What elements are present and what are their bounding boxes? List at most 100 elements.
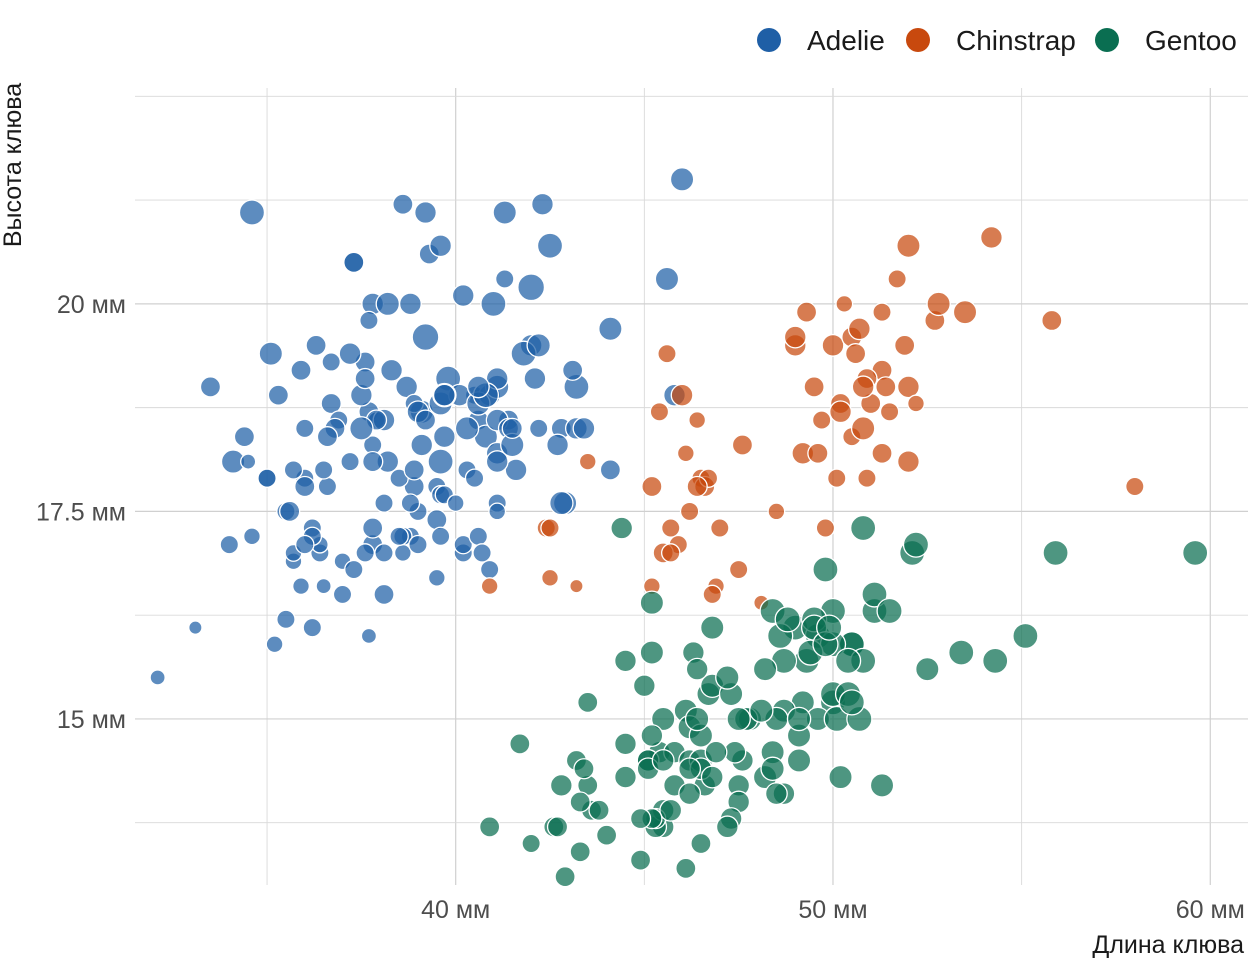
data-point <box>398 292 422 316</box>
data-point <box>815 518 836 538</box>
data-point <box>686 475 708 498</box>
data-point <box>414 409 437 431</box>
data-point <box>669 167 695 192</box>
data-point <box>835 294 854 313</box>
data-point <box>578 452 597 471</box>
data-point <box>267 384 290 406</box>
data-point <box>541 568 559 587</box>
data-point <box>731 434 754 456</box>
legend-label-chinstrap: Chinstrap <box>956 25 1076 56</box>
data-point <box>549 490 574 516</box>
data-point <box>283 460 304 480</box>
data-point <box>1041 309 1063 332</box>
data-point <box>649 402 670 422</box>
data-point <box>726 706 751 732</box>
data-point <box>344 559 364 580</box>
data-point <box>896 450 920 474</box>
data-point <box>501 417 523 440</box>
data-point <box>523 367 547 391</box>
data-point <box>639 590 665 615</box>
data-point <box>472 543 492 563</box>
data-point <box>521 833 541 854</box>
data-point <box>875 376 897 398</box>
data-point <box>902 531 930 558</box>
data-point <box>569 791 591 813</box>
data-point <box>480 290 507 318</box>
data-point <box>400 493 421 513</box>
data-point <box>827 468 847 488</box>
data-point <box>411 323 440 352</box>
grid-lines <box>135 88 1248 885</box>
data-point <box>426 509 448 531</box>
data-point <box>915 656 940 682</box>
data-point <box>554 866 576 888</box>
y-axis-ticks: 15 мм 17.5 мм 20 мм <box>36 291 126 734</box>
data-point <box>1125 476 1145 497</box>
data-point <box>816 614 843 641</box>
legend-key-chinstrap <box>906 28 930 52</box>
data-point <box>243 527 261 546</box>
x-axis-title: Длина клюва <box>1092 931 1244 959</box>
data-point <box>926 291 951 317</box>
data-point <box>850 416 876 441</box>
data-point <box>838 689 865 716</box>
data-point <box>569 578 584 594</box>
data-point <box>374 493 394 513</box>
data-point <box>355 543 375 563</box>
data-point <box>305 334 327 357</box>
data-point <box>676 444 695 463</box>
data-point <box>572 416 596 440</box>
data-point <box>427 448 454 475</box>
data-point <box>650 706 676 732</box>
y-tick-label: 20 мм <box>57 291 126 319</box>
data-point <box>362 517 384 539</box>
data-point <box>614 649 637 673</box>
data-point <box>373 583 395 606</box>
series-chinstrap <box>480 225 1145 611</box>
data-point <box>684 706 710 732</box>
data-point <box>871 442 893 464</box>
data-point <box>651 749 675 772</box>
data-point <box>599 459 622 481</box>
data-point <box>359 310 379 331</box>
data-point <box>295 534 315 555</box>
data-point <box>640 724 664 748</box>
data-point <box>876 597 903 625</box>
legend-key-gentoo <box>1095 28 1119 52</box>
data-point <box>340 451 360 472</box>
data-point <box>851 375 875 399</box>
data-point <box>313 460 334 480</box>
y-tick-label: 15 мм <box>57 706 126 734</box>
data-point <box>896 233 921 258</box>
data-point <box>362 450 384 473</box>
data-point <box>598 316 623 342</box>
data-point <box>360 627 378 645</box>
data-point <box>752 656 778 682</box>
data-point <box>240 453 257 470</box>
data-point <box>670 383 694 407</box>
data-point <box>549 773 573 797</box>
data-point <box>485 450 509 474</box>
data-point <box>660 543 681 563</box>
data-point <box>857 468 877 488</box>
y-tick-label: 17.5 мм <box>36 498 126 526</box>
data-point <box>569 841 591 863</box>
data-point <box>446 494 465 513</box>
data-point <box>834 647 862 674</box>
data-point <box>292 577 310 596</box>
data-point <box>338 342 362 366</box>
data-point <box>829 400 852 424</box>
data-point <box>847 317 871 341</box>
data-point <box>149 669 166 686</box>
data-point <box>451 284 475 308</box>
data-point <box>430 526 451 547</box>
data-point <box>546 816 569 838</box>
data-point <box>380 358 404 382</box>
data-point <box>659 798 683 822</box>
data-point <box>702 584 723 605</box>
data-point <box>700 615 725 640</box>
data-point <box>704 740 728 764</box>
data-point <box>290 359 312 381</box>
data-point <box>1182 539 1209 567</box>
data-point <box>432 425 456 449</box>
